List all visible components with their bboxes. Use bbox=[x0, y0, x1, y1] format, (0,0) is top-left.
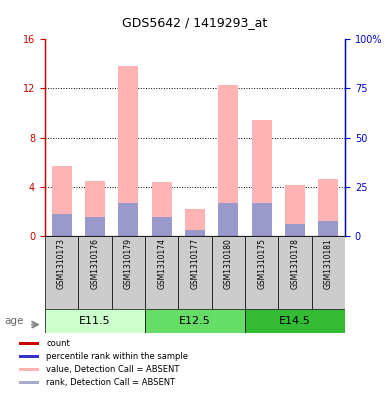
Bar bbox=[185, 230, 205, 236]
Text: E14.5: E14.5 bbox=[279, 316, 311, 326]
Bar bbox=[19, 342, 39, 345]
Text: GSM1310179: GSM1310179 bbox=[124, 238, 133, 289]
Bar bbox=[319, 221, 339, 236]
Text: age: age bbox=[4, 316, 23, 326]
Text: GSM1310173: GSM1310173 bbox=[57, 238, 66, 289]
Text: GSM1310177: GSM1310177 bbox=[190, 238, 200, 289]
Bar bbox=[245, 309, 345, 333]
Bar bbox=[78, 236, 112, 309]
Text: count: count bbox=[46, 339, 70, 348]
Text: E11.5: E11.5 bbox=[79, 316, 111, 326]
Bar bbox=[112, 236, 145, 309]
Text: GSM1310174: GSM1310174 bbox=[157, 238, 166, 289]
Bar bbox=[19, 381, 39, 384]
Bar bbox=[185, 209, 205, 236]
Bar bbox=[19, 368, 39, 371]
Bar bbox=[312, 236, 345, 309]
Bar bbox=[51, 214, 71, 236]
Bar bbox=[145, 236, 178, 309]
Text: GSM1310178: GSM1310178 bbox=[291, 238, 300, 289]
Text: GSM1310180: GSM1310180 bbox=[224, 238, 233, 289]
Bar bbox=[19, 355, 39, 358]
Text: GDS5642 / 1419293_at: GDS5642 / 1419293_at bbox=[122, 16, 268, 29]
Text: GSM1310176: GSM1310176 bbox=[90, 238, 99, 289]
Text: E12.5: E12.5 bbox=[179, 316, 211, 326]
Bar bbox=[278, 236, 312, 309]
Bar bbox=[45, 309, 145, 333]
Text: percentile rank within the sample: percentile rank within the sample bbox=[46, 352, 188, 361]
Bar bbox=[118, 66, 138, 236]
Bar bbox=[145, 309, 245, 333]
Bar bbox=[85, 180, 105, 236]
Bar bbox=[218, 203, 238, 236]
Bar bbox=[319, 179, 339, 236]
Bar bbox=[152, 182, 172, 236]
Bar bbox=[212, 236, 245, 309]
Bar bbox=[252, 203, 272, 236]
Bar bbox=[252, 120, 272, 236]
Text: GSM1310175: GSM1310175 bbox=[257, 238, 266, 289]
Text: rank, Detection Call = ABSENT: rank, Detection Call = ABSENT bbox=[46, 378, 175, 387]
Bar bbox=[152, 217, 172, 236]
Bar bbox=[285, 185, 305, 236]
Bar bbox=[85, 217, 105, 236]
Text: value, Detection Call = ABSENT: value, Detection Call = ABSENT bbox=[46, 365, 179, 374]
Bar bbox=[178, 236, 212, 309]
Bar bbox=[218, 85, 238, 236]
Bar bbox=[245, 236, 278, 309]
Bar bbox=[51, 166, 71, 236]
Bar bbox=[285, 224, 305, 236]
Text: GSM1310181: GSM1310181 bbox=[324, 238, 333, 289]
Bar bbox=[45, 236, 78, 309]
Bar bbox=[118, 203, 138, 236]
